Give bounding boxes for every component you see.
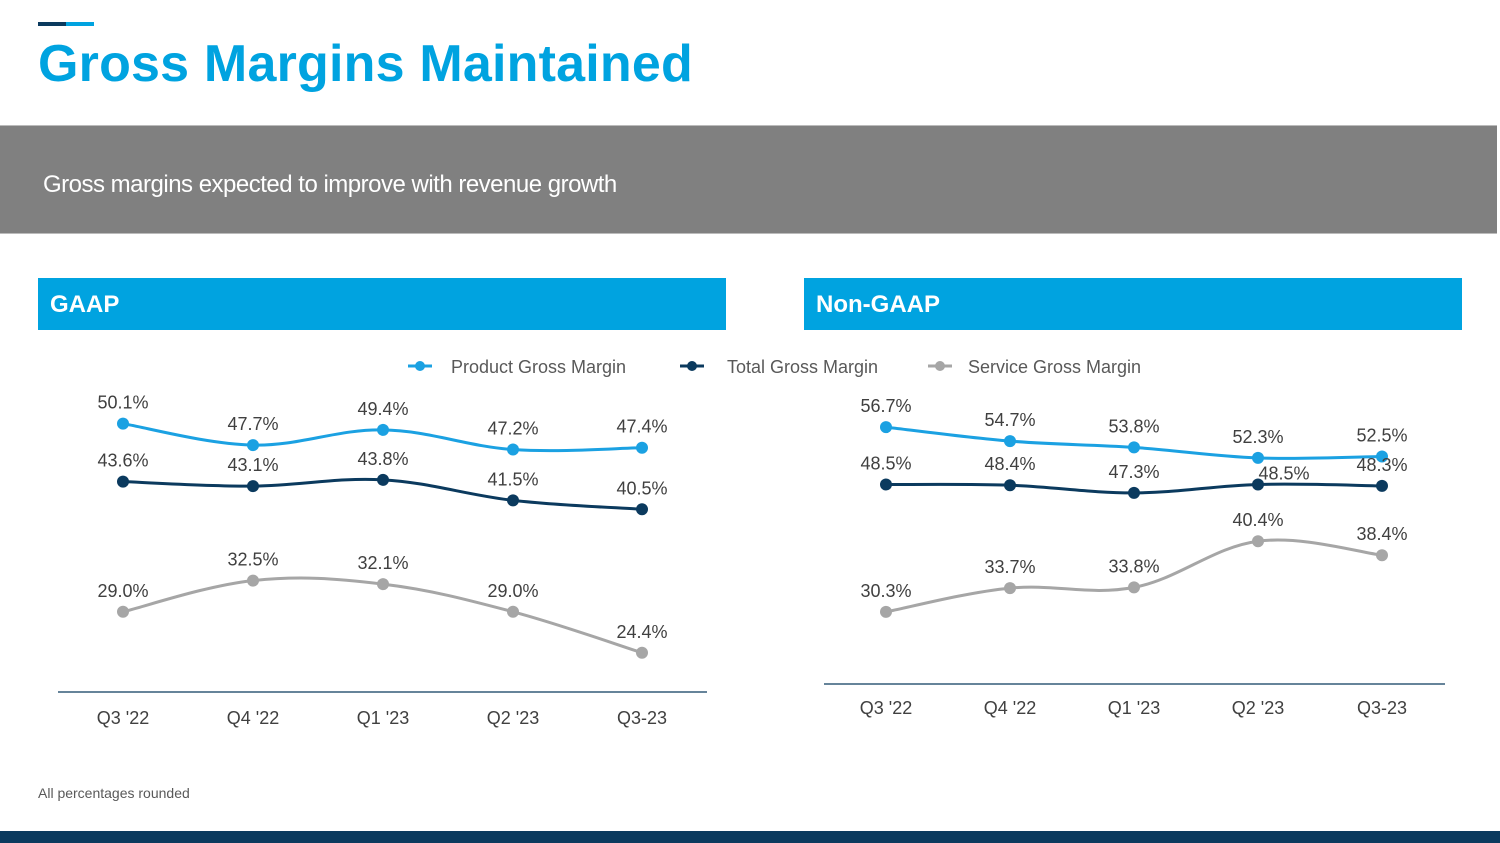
data-point [377,423,389,436]
data-label: 56.7% [860,396,911,416]
legend-item: Service Gross Margin [928,357,1141,377]
footnote: All percentages rounded [38,785,190,801]
legend-item: Total Gross Margin [680,357,878,377]
data-label: 48.5% [1258,464,1309,484]
data-point [377,578,389,591]
data-point [636,646,648,659]
data-label: 50.1% [97,393,148,413]
data-point [1004,479,1016,492]
data-point [1252,451,1264,464]
data-point [507,494,519,507]
data-point [1128,581,1140,594]
data-point [1128,441,1140,454]
legend-marker-icon [415,361,425,371]
x-tick-label: Q4 '22 [984,698,1036,718]
data-label: 47.3% [1108,462,1159,482]
data-point [247,574,259,587]
legend-item: Product Gross Margin [408,357,626,377]
non-gaap-chart: Q3 '22 Q4 '22 Q1 '23 Q2 '23 Q3-23 56.7% 54.7% 5… [824,396,1445,718]
legend-label: Total Gross Margin [727,357,878,377]
page-title: Gross Margins Maintained [38,35,693,93]
data-label: 33.7% [984,557,1035,577]
data-point [880,478,892,491]
x-tick-label: Q3-23 [1357,698,1407,718]
data-label: 32.5% [227,550,278,570]
data-point [507,605,519,618]
data-point [1252,535,1264,548]
data-label: 47.4% [616,417,667,437]
data-point [117,475,129,488]
data-label: 52.5% [1356,426,1407,446]
footer-bar [0,831,1500,843]
data-label: 43.1% [227,455,278,475]
data-label: 41.5% [487,469,538,489]
data-point [507,443,519,456]
x-tick-label: Q1 '23 [357,708,409,728]
data-label: 48.4% [984,454,1035,474]
data-label: 24.4% [616,622,667,642]
gaap-header: GAAP [38,278,726,330]
data-point [1252,478,1264,491]
data-label: 29.0% [97,581,148,601]
data-point [1004,435,1016,448]
data-point [1376,479,1388,492]
data-label: 47.7% [227,414,278,434]
legend-label: Service Gross Margin [968,357,1141,377]
data-point [636,441,648,454]
data-point [377,473,389,486]
data-label: 43.8% [357,449,408,469]
data-label: 38.4% [1356,524,1407,544]
non-gaap-header: Non-GAAP [804,278,1462,330]
data-label: 43.6% [97,451,148,471]
data-point [880,605,892,618]
data-label: 53.8% [1108,416,1159,436]
data-point [1128,486,1140,499]
data-point [636,503,648,516]
data-label: 40.5% [616,478,667,498]
subtitle: Gross margins expected to improve with r… [43,171,617,198]
data-point [1376,450,1388,463]
data-label: 30.3% [860,581,911,601]
data-point [1004,582,1016,595]
x-tick-label: Q4 '22 [227,708,279,728]
data-point [1376,549,1388,562]
x-tick-label: Q3-23 [617,708,667,728]
x-tick-label: Q2 '23 [487,708,539,728]
title-accent-light [66,22,94,26]
gaap-chart: Q3 '22 Q4 '22 Q1 '23 Q2 '23 Q3-23 50.1% 47.7% 4… [58,393,707,728]
data-point [247,480,259,493]
data-label: 54.7% [984,410,1035,430]
data-point [117,605,129,618]
title-accent-dark [38,22,66,26]
x-tick-label: Q1 '23 [1108,698,1160,718]
data-label: 32.1% [357,553,408,573]
legend-label: Product Gross Margin [451,357,626,377]
legend-marker-icon [935,361,945,371]
data-label: 48.5% [860,454,911,474]
data-point [247,439,259,452]
data-label: 47.2% [487,419,538,439]
data-label: 29.0% [487,581,538,601]
data-label: 48.3% [1356,455,1407,475]
data-label: 52.3% [1232,427,1283,447]
data-label: 40.4% [1232,510,1283,530]
legend-marker-icon [687,361,697,371]
x-tick-label: Q2 '23 [1232,698,1284,718]
data-label: 49.4% [357,399,408,419]
data-point [117,417,129,430]
data-point [880,421,892,434]
x-tick-label: Q3 '22 [97,708,149,728]
data-label: 33.8% [1108,556,1159,576]
subtitle-band: Gross margins expected to improve with r… [0,125,1497,234]
x-tick-label: Q3 '22 [860,698,912,718]
